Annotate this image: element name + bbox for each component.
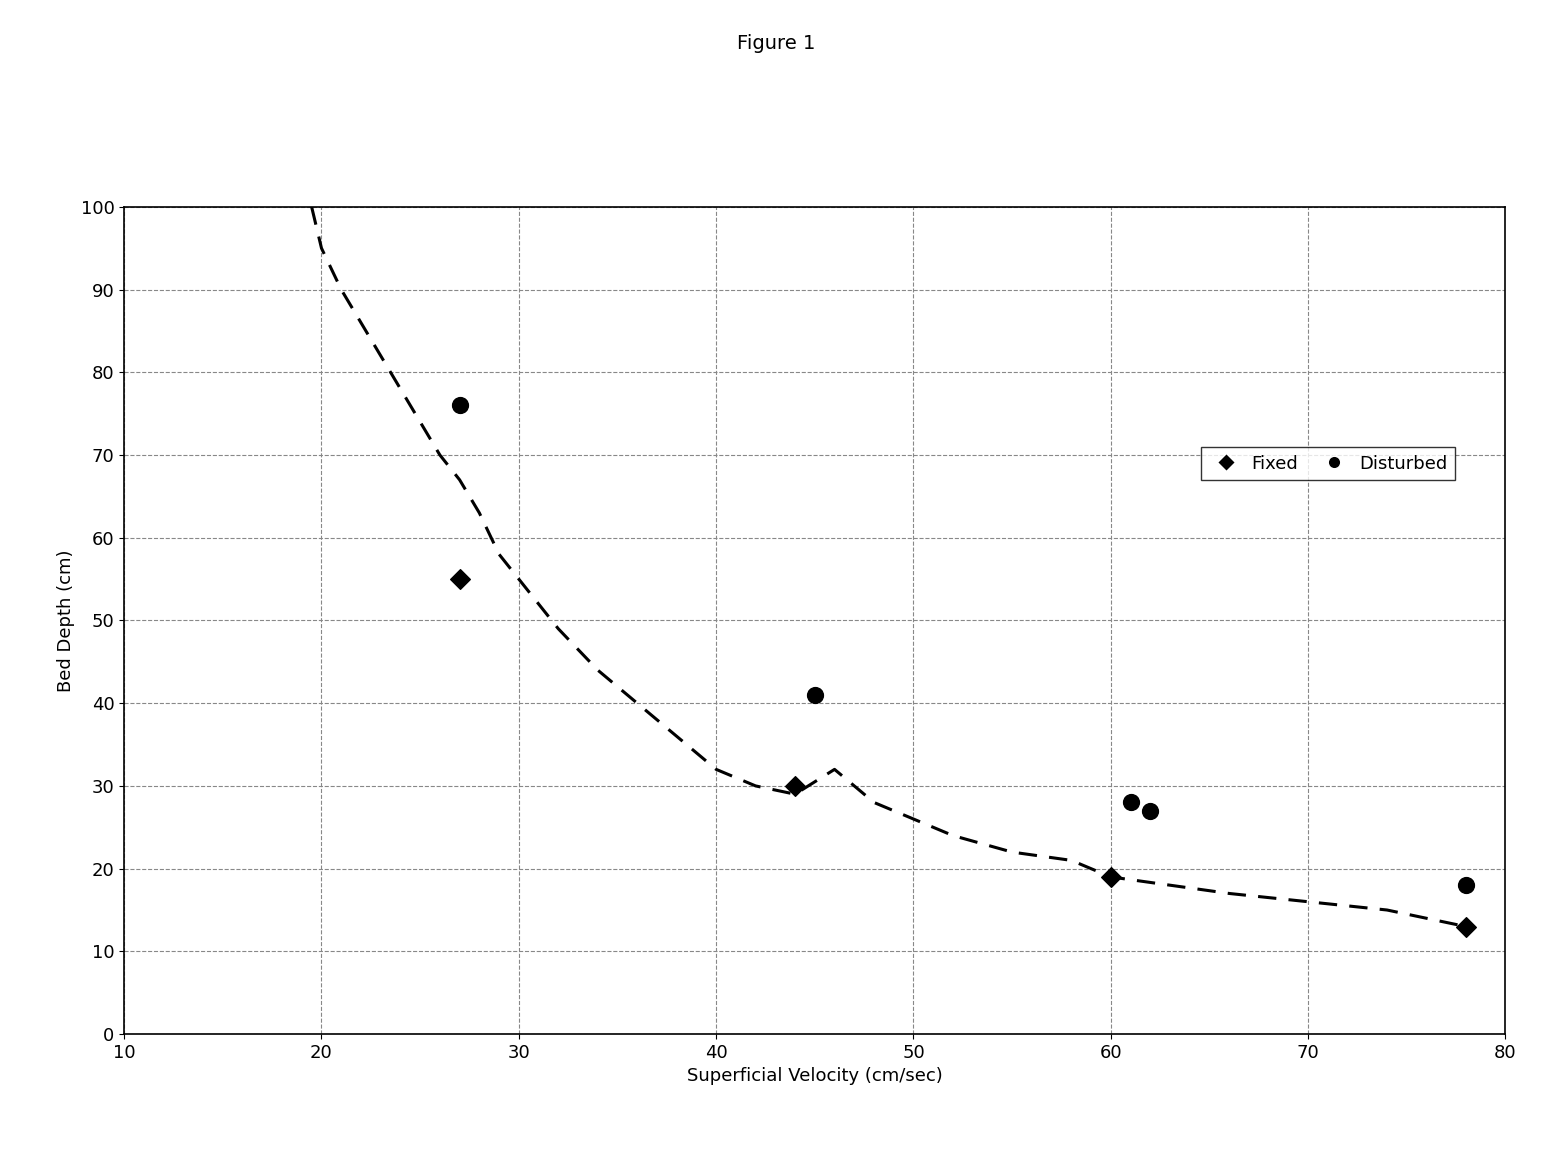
- Point: [1454, 917, 1479, 935]
- Point: [1454, 876, 1479, 894]
- Legend: Fixed, Disturbed: Fixed, Disturbed: [1201, 447, 1454, 480]
- Point: [447, 396, 472, 415]
- X-axis label: Superficial Velocity (cm/sec): Superficial Velocity (cm/sec): [688, 1067, 942, 1086]
- Point: [1138, 802, 1162, 820]
- Point: [1117, 793, 1142, 811]
- Point: [447, 570, 472, 588]
- Point: [1099, 867, 1124, 886]
- Text: Figure 1: Figure 1: [737, 34, 815, 54]
- Point: [782, 777, 807, 795]
- Y-axis label: Bed Depth (cm): Bed Depth (cm): [57, 549, 74, 692]
- Point: [802, 686, 827, 704]
